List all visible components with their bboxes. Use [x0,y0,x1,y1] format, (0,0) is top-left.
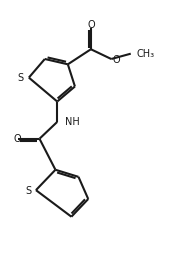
Text: O: O [112,54,120,64]
Text: CH₃: CH₃ [136,49,154,59]
Text: O: O [14,134,21,144]
Text: S: S [17,74,23,84]
Text: O: O [87,20,95,30]
Text: S: S [25,186,31,196]
Text: NH: NH [65,117,80,127]
